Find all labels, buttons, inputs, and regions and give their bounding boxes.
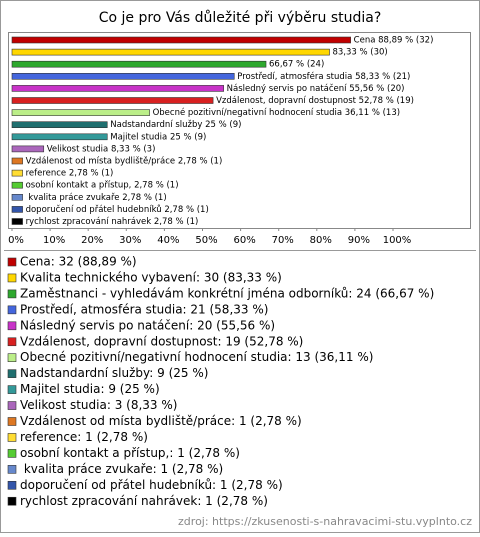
bar-label: kvalita práce zvukaře 2,78 % (1) (26, 193, 167, 203)
bar-label: Obecné pozitivní/negativní hodnocení stu… (153, 107, 400, 118)
bar-label: Vzdálenost od místa bydliště/práce 2,78 … (26, 156, 223, 167)
bar-label: Nadstandardní služby 25 % (9) (110, 120, 241, 130)
bar (11, 169, 23, 177)
legend-label: reference: 1 (2,78 %) (20, 430, 148, 444)
x-tick-label: 20% (81, 235, 103, 246)
legend-swatch (7, 401, 17, 410)
legend-label: kvalita práce zvukaře: 1 (2,78 %) (20, 462, 223, 476)
bar-label: 83,33 % (30) (332, 48, 387, 58)
x-tick-label: 80% (310, 235, 332, 246)
legend-swatch (7, 385, 17, 394)
bar-label: osobní kontakt a přístup, 2,78 % (1) (26, 181, 179, 191)
legend-swatch (7, 257, 17, 267)
x-tick-label: 50% (195, 235, 217, 246)
bar-label: Následný servis po natáčení 55,56 % (20) (227, 83, 405, 94)
bar-label: Cena 88,89 % (32) (354, 36, 434, 46)
bar-label: Majitel studia 25 % (9) (110, 132, 206, 142)
legend-label: Prostředí, atmosféra studia: 21 (58,33 %… (20, 302, 268, 316)
bar (11, 60, 267, 68)
bar (11, 36, 351, 44)
bar (11, 157, 23, 165)
legend-label: Obecné pozitivní/negativní hodnocení stu… (20, 350, 373, 364)
legend-swatch (7, 273, 17, 283)
legend-label: Zaměstnanci - vyhledávám konkrétní jména… (20, 286, 434, 300)
bar (11, 133, 108, 141)
bar (11, 181, 23, 189)
bar (11, 145, 45, 153)
legend-label: Majitel studia: 9 (25 %) (20, 382, 160, 396)
legend-swatch (7, 369, 17, 378)
legend-swatch (7, 417, 17, 426)
legend-swatch (7, 337, 17, 347)
legend-swatch (7, 496, 17, 506)
bar (11, 73, 235, 80)
bar (11, 194, 23, 201)
x-tick-label: 40% (157, 235, 179, 246)
legend-swatch (7, 465, 17, 474)
bar-label: rychlost zpracování nahrávek 2,78 % (1) (26, 217, 199, 227)
bar-label: Vzdálenost, dopravní dostupnost 52,78 % … (216, 96, 414, 106)
legend-swatch (7, 353, 17, 363)
legend-label: Velikost studia: 3 (8,33 %) (20, 398, 177, 412)
bar (11, 48, 330, 56)
x-tick-label: 0% (8, 235, 24, 246)
bar (11, 109, 150, 116)
bar-label: Prostředí, atmosféra studia 58,33 % (21) (237, 71, 410, 82)
legend-label: osobní kontakt a přístup,: 1 (2,78 %) (20, 446, 240, 460)
x-tick-label: 70% (272, 235, 294, 246)
chart-title: Co je pro Vás důležité při výběru studia… (99, 10, 382, 26)
bar-label: doporučení od přátel hudebníků 2,78 % (1… (26, 204, 209, 215)
bar-label: Velikost studia 8,33 % (3) (47, 144, 156, 154)
x-tick-label: 60% (233, 235, 255, 246)
bar-label: 66,67 % (24) (269, 60, 324, 70)
bar (11, 85, 224, 92)
legend-swatch (7, 480, 17, 490)
x-tick-label: 10% (43, 235, 65, 246)
legend-label: Vzdálenost od místa bydliště/práce: 1 (2… (20, 414, 302, 428)
legend-label: rychlost zpracování nahrávek: 1 (2,78 %) (20, 494, 268, 508)
bar (11, 121, 108, 128)
legend-swatch (7, 449, 17, 458)
legend-swatch (7, 305, 17, 315)
x-tick-label: 90% (348, 235, 370, 246)
bar (11, 206, 23, 213)
bar (11, 97, 214, 104)
legend-label: Kvalita technického vybavení: 30 (83,33 … (20, 270, 282, 284)
legend-label: Vzdálenost, dopravní dostupnost: 19 (52,… (20, 334, 303, 348)
bar-label: reference 2,78 % (1) (26, 169, 114, 179)
legend-swatch (7, 289, 17, 299)
x-tick-label: 30% (119, 235, 141, 246)
legend-label: doporučení od přátel hudebníků: 1 (2,78 … (20, 478, 283, 492)
legend-swatch (7, 433, 17, 442)
legend-label: Cena: 32 (88,89 %) (20, 255, 137, 269)
bar (11, 218, 23, 225)
legend-label: Nadstandardní služby: 9 (25 %) (20, 366, 208, 380)
source: zdroj: https://zkusenosti-s-nahravacimi-… (178, 515, 472, 528)
x-tick-label: 100% (383, 235, 412, 246)
legend-swatch (7, 321, 17, 331)
legend-label: Následný servis po natáčení: 20 (55,56 %… (20, 318, 275, 332)
